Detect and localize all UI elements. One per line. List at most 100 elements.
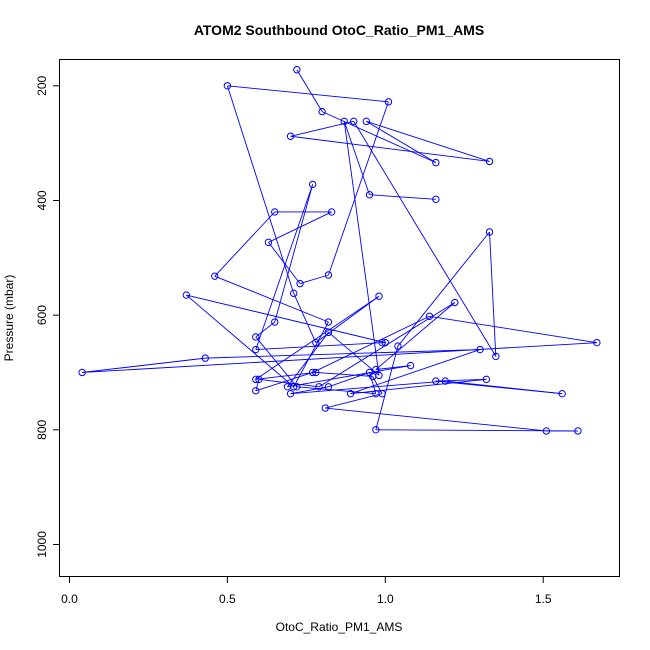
data-point [485,228,494,236]
data-point [252,333,260,341]
series-segment [258,378,320,388]
y-tick-label: 800 [35,419,49,439]
data-point [432,195,440,204]
data-point [318,107,326,116]
series-segment [255,184,314,350]
series-segment [315,372,373,377]
series-segment [290,135,490,162]
data-point [346,389,355,398]
y-tick-label: 600 [35,305,49,325]
data-point [324,318,333,326]
data-point [425,312,434,320]
series-segment [214,211,276,277]
series-segment [255,372,313,392]
x-tick-label: 1.5 [535,592,552,606]
series-segment [328,101,389,276]
data-point [321,404,329,412]
data-point [375,292,383,300]
data-point [308,180,317,189]
data-point [476,345,484,354]
data-point [286,389,295,398]
data-point [375,371,383,380]
data-point [315,383,323,391]
data-point [286,132,295,140]
series-segment [325,393,383,409]
series-segment [353,121,497,357]
data-point [312,368,320,377]
series-segment [397,231,490,347]
series-segment [268,242,301,284]
data-point [182,291,191,299]
data-point [271,208,279,216]
data-point [378,338,386,347]
data-point [482,375,491,384]
y-tick-label: 1000 [35,531,49,558]
data-point [324,328,333,337]
data-point [223,82,232,90]
series-segment [343,121,380,376]
data-point [264,238,273,247]
series-segment [318,302,456,388]
data-point [271,318,279,326]
data-point [372,426,380,434]
data-point [365,368,374,377]
data-point [308,368,317,377]
series-segment [296,69,323,112]
series-segment [82,357,206,373]
series-segment [312,315,430,373]
series-segment [293,293,317,343]
data-point [350,117,358,126]
chart-title: ATOM2 Southbound OtoC_Ratio_PM1_AMS [194,22,484,38]
series-segment [375,302,456,370]
data-point [441,377,449,385]
data-point [312,338,320,347]
data-point [406,361,415,370]
series-segment [350,349,481,395]
data-point [324,271,333,279]
data-point [293,66,301,74]
series-segment [435,380,563,395]
data-point [252,387,260,395]
data-point [492,352,500,361]
series-segment [435,378,487,382]
plot-area-frame [59,59,620,577]
data-point [296,279,304,288]
data-point [558,389,566,398]
series-segment [375,345,399,430]
x-tick-label: 0.5 [219,592,236,606]
data-point [542,427,551,435]
series-segment [214,275,329,323]
series-segment [186,294,294,388]
data-point [283,383,292,391]
series-segment [429,315,597,344]
x-tick-label: 1.0 [377,592,394,606]
series-segment [343,121,370,195]
series-segment [227,85,389,103]
series-segment [366,120,437,164]
series-segment [299,274,329,285]
series-segment [255,336,298,388]
data-point [324,383,333,391]
x-axis: 0.0 0.5 1.0 1.5 [61,576,552,606]
series-segment [82,342,597,373]
data-point [365,191,374,199]
series-segment [369,194,436,200]
series-segment [325,407,547,432]
data-point [574,427,582,435]
data-point [432,158,440,167]
data-point [293,383,301,391]
series-segment [287,365,411,388]
series-segment [186,294,386,344]
data-point [451,298,459,307]
data-point [394,342,402,350]
series-segment [205,349,481,359]
series-segment [274,184,314,323]
series-segment [268,211,332,243]
series-segment [255,372,316,380]
data-point [432,377,440,385]
x-tick-label: 0.0 [61,592,78,606]
data-point [252,375,260,384]
data-point [372,389,380,398]
data-point [290,289,298,298]
series-segment [255,321,276,338]
